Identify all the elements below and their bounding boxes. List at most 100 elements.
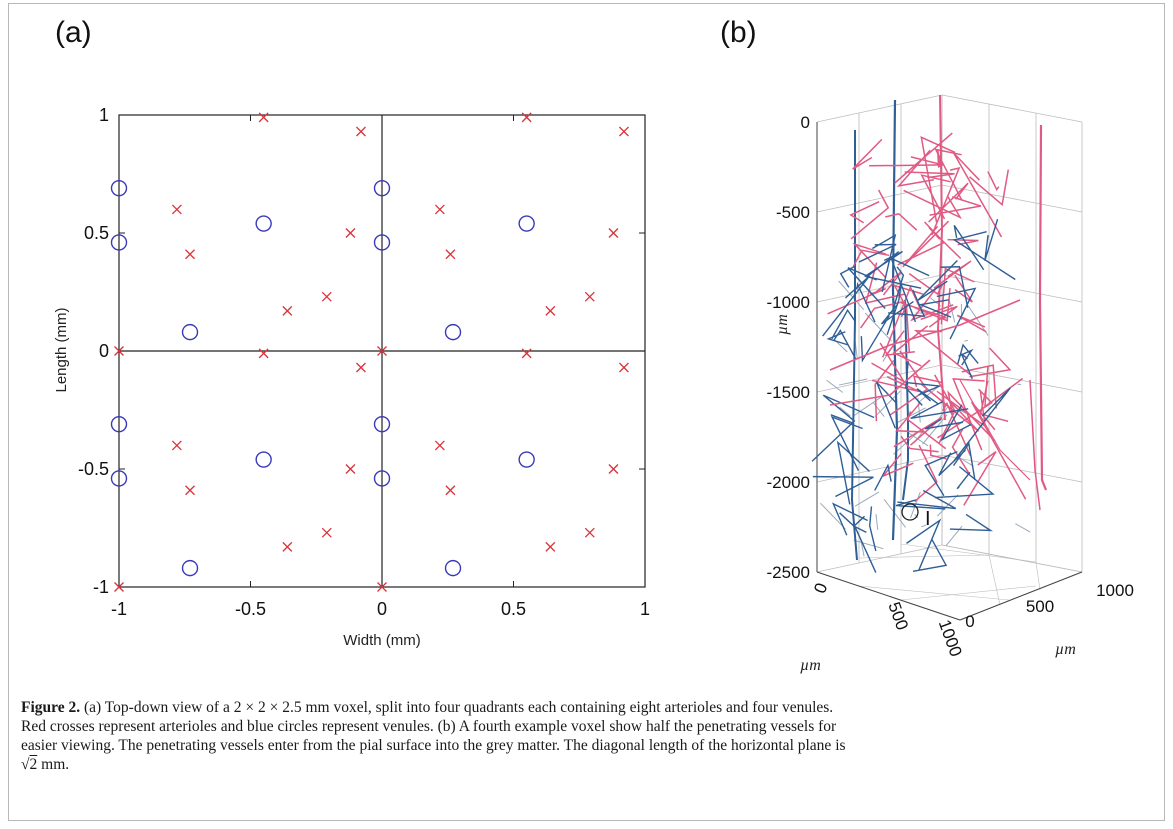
venule-branch: [839, 512, 866, 528]
venule-branch: [895, 499, 946, 510]
arteriole-branch: [894, 132, 953, 184]
y-axis-label-3d: µm: [1055, 641, 1076, 658]
arteriole-branch: [896, 149, 935, 187]
arteriole-branch: [936, 390, 987, 428]
arteriole-branch: [852, 242, 887, 278]
arteriole-cross-marker: [282, 305, 293, 316]
arteriole-branch: [956, 314, 987, 333]
caption-text-1a: (a) Top-down view of a: [84, 699, 230, 716]
arteriole-branch: [963, 451, 997, 506]
panel-b-vessels: [811, 94, 1048, 573]
x-axis-label: Width (mm): [343, 632, 421, 649]
figure-caption: Figure 2. (a) Top-down view of a 2 × 2 ×…: [21, 698, 1151, 774]
faint-vessel-segment: [853, 396, 882, 416]
faint-vessel-segment: [895, 407, 926, 424]
venule-branch: [822, 394, 875, 422]
venule-branch: [876, 381, 898, 429]
venule-circle-marker: [518, 451, 535, 468]
grid-line: [941, 94, 1083, 123]
venule-branch: [856, 281, 876, 323]
arteriole-branch: [913, 329, 973, 377]
arteriole-branch: [970, 401, 1027, 500]
arteriole-branch: [951, 428, 971, 475]
arteriole-branch: [904, 171, 955, 179]
arteriole-cross-marker: [185, 485, 195, 496]
arteriole-cross-marker: [434, 204, 445, 215]
faint-vessel-segment: [937, 494, 959, 517]
venule-branch: [906, 518, 942, 570]
faint-vessel-segment: [964, 339, 969, 342]
arteriole-cross-marker: [171, 440, 182, 451]
faint-vessel-segment: [853, 539, 884, 550]
venule-circle-marker: [373, 470, 391, 487]
faint-vessel-segment: [1015, 523, 1031, 533]
venule-branch: [831, 308, 856, 340]
arteriole-cross-marker: [545, 541, 556, 552]
venule-circle-marker: [255, 451, 272, 468]
arteriole-branch: [882, 285, 923, 358]
arteriole-cross-marker: [258, 112, 269, 123]
arteriole-cross-marker: [258, 348, 269, 359]
arteriole-cross-marker: [171, 204, 182, 215]
venule-circle-marker: [373, 234, 391, 251]
arteriole-branch: [969, 169, 1010, 207]
annotation-label: I: [925, 508, 931, 530]
x-tick-label: 0.5: [501, 599, 526, 619]
grid-line: [1035, 561, 1041, 591]
arteriole-branch: [940, 267, 975, 325]
venule-branch: [952, 441, 976, 481]
arteriole-branch: [954, 274, 973, 303]
venule-circle-marker: [444, 323, 462, 341]
arteriole-branch: [869, 156, 944, 167]
arteriole-branch: [874, 359, 895, 422]
grid-line: [816, 94, 943, 123]
arteriole-cross-marker: [356, 362, 366, 373]
caption-text-1b: mm voxel, split into four quadrants each…: [305, 699, 834, 716]
y-tick-label: -1: [93, 577, 109, 597]
venule-branch: [868, 506, 877, 552]
arteriole-branch: [969, 347, 1012, 378]
arteriole-cross-marker: [445, 249, 456, 260]
venule-branch: [830, 415, 863, 471]
arteriole-cross-marker: [521, 112, 532, 123]
arteriole-branch: [895, 402, 927, 433]
faint-vessel-segment: [820, 502, 846, 530]
panel-a-scatter-plot: -1 -0.5 0 0.5 1 -1 -0.5 0 0.5 1 Width (mm) Length…: [53, 105, 650, 649]
arteriole-branch: [920, 135, 956, 223]
faint-vessel-segment: [864, 312, 892, 342]
grid-line: [900, 585, 1037, 601]
arteriole-branch: [947, 238, 979, 246]
arteriole-cross-marker: [584, 527, 595, 538]
arteriole-branch: [937, 388, 993, 439]
faint-vessel-segment: [854, 491, 880, 507]
arteriole-branch: [882, 453, 914, 477]
caption-text-4: mm.: [37, 756, 70, 773]
grid-line: [941, 364, 1083, 393]
venule-circle-marker: [444, 559, 462, 577]
panel-a-marks: [110, 112, 629, 592]
arteriole-cross-marker: [584, 291, 595, 302]
arteriole-branch: [892, 325, 929, 367]
faint-vessel-segment: [839, 406, 851, 417]
arteriole-branch: [920, 174, 951, 220]
venule-branch: [836, 440, 870, 505]
venule-penetrating-vessel: [891, 99, 899, 541]
arteriole-branch: [850, 189, 890, 240]
faint-vessel-segment: [910, 491, 921, 519]
grid-line: [816, 544, 943, 573]
arteriole-cross-marker: [321, 527, 332, 538]
venule-branch: [956, 471, 971, 490]
arteriole-branch: [987, 171, 1000, 191]
arteriole-cross-marker: [608, 464, 619, 474]
venule-branch: [940, 404, 972, 442]
venule-branch: [912, 539, 948, 573]
venule-branch: [952, 230, 1016, 281]
venule-branch: [936, 287, 977, 340]
venule-branch: [924, 450, 958, 497]
caption-line-4: √2 mm.: [21, 756, 70, 773]
arteriole-branch: [829, 299, 1021, 371]
venule-branch: [910, 400, 969, 420]
grid-line: [858, 585, 1010, 601]
z-tick-label: 0: [801, 113, 810, 132]
